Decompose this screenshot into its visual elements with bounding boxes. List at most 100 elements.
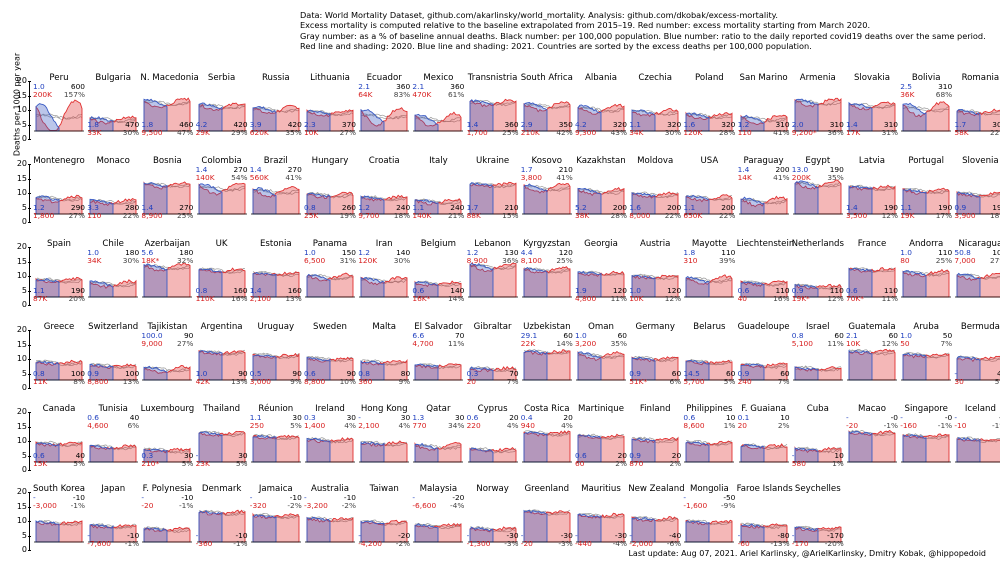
- country-panel: Estonia 1.4 160 2,100 13%: [249, 239, 303, 307]
- mortality-plot: [34, 519, 84, 543]
- mortality-plot: [250, 270, 301, 298]
- series-2021-area: [685, 276, 710, 298]
- excess-deaths-value: 4,600: [87, 421, 109, 430]
- excess-deaths-value: 23K: [195, 459, 210, 468]
- ratio-value: 0.3: [466, 369, 479, 378]
- mortality-plot: [305, 191, 355, 215]
- series-2021-area: [523, 266, 548, 298]
- series-2021-area: [523, 102, 548, 132]
- excess-deaths-value: 210K: [520, 128, 540, 137]
- per-100k-value: 310: [883, 120, 898, 129]
- per-100k-value: -10: [181, 493, 194, 502]
- excess-deaths-value: 19K: [900, 211, 915, 220]
- country-panel: New Zealand - -40 -2,000 -6%: [628, 484, 684, 552]
- ratio-value: 2.5: [900, 82, 912, 91]
- series-2020-area: [35, 99, 83, 132]
- country-panel: Montenegro 1.2 290 1,800 27%: [32, 156, 86, 224]
- mortality-plot: [630, 108, 681, 132]
- country-name: France: [857, 239, 887, 249]
- per-100k-value: -40: [669, 531, 682, 540]
- country-name: Croatia: [368, 156, 400, 166]
- country-name: Latvia: [858, 156, 886, 166]
- country-panel: Thailand - 30 23K 5%: [195, 404, 249, 472]
- percent-baseline-value: 41%: [285, 173, 302, 182]
- country-name: Paraguay: [743, 156, 784, 166]
- ratio-value: 1.2: [737, 120, 750, 129]
- series-2021-area: [414, 113, 439, 132]
- series-2021-area: [35, 520, 60, 543]
- mortality-plot: [34, 440, 84, 463]
- country-name: Kazakhstan: [576, 156, 626, 166]
- per-100k-value: -10: [72, 493, 85, 502]
- mortality-plot: [196, 430, 247, 463]
- excess-deaths-value: 9,200*: [791, 128, 817, 137]
- country-panel: Mexico 2.1 360 470K 61%: [411, 73, 465, 141]
- mortality-plot: [901, 101, 952, 132]
- percent-baseline-value: -2%: [287, 501, 302, 510]
- mortality-plot: [88, 279, 139, 298]
- percent-baseline-value: 41%: [556, 173, 573, 182]
- series-2020-area: [414, 111, 462, 132]
- series-2021-area: [956, 436, 981, 463]
- series-2021-area: [523, 431, 548, 463]
- country-panel: Cuba - 10 580 1%: [791, 404, 845, 472]
- ratio-value: 1.8: [683, 248, 696, 257]
- percent-baseline-value: 12%: [881, 211, 898, 220]
- country-name: Mayotte: [691, 239, 727, 249]
- country-name: Nicaragua: [958, 239, 1000, 249]
- ratio-value: 1.1: [33, 286, 45, 295]
- y-tick-label: 15: [16, 501, 32, 511]
- series-2021-area: [523, 183, 548, 215]
- ratio-value: -: [249, 493, 253, 502]
- series-2021-area: [360, 441, 385, 463]
- excess-deaths-value: 58K: [954, 128, 969, 137]
- mortality-plot: [359, 359, 410, 381]
- country-name: Armenia: [799, 73, 836, 83]
- per-100k-value: 280: [125, 203, 140, 212]
- ratio-value: 0.8: [791, 331, 804, 340]
- series-2021-area: [252, 106, 277, 132]
- mortality-plot: [467, 262, 518, 298]
- mortality-plot: [955, 272, 1000, 298]
- percent-baseline-value: 9%: [290, 377, 302, 386]
- excess-deaths-value: 34K: [87, 256, 102, 265]
- per-100k-value: -30: [560, 531, 573, 540]
- mortality-plot: [359, 107, 410, 132]
- per-100k-value: 320: [721, 120, 736, 129]
- country-panel: Belgium 0.6 140 16K* 14%: [411, 239, 465, 307]
- ratio-value: -: [791, 451, 795, 460]
- mortality-plot: [521, 349, 572, 381]
- percent-baseline-value: -9%: [720, 501, 736, 510]
- ratio-value: 1.4: [195, 165, 208, 174]
- baseline-line: [144, 100, 191, 107]
- mortality-plot: [955, 190, 1000, 215]
- excess-deaths-value: 240: [737, 377, 752, 386]
- per-100k-value: -50: [723, 493, 736, 502]
- ratio-value: 0.6: [87, 413, 99, 422]
- mortality-plot: [576, 512, 626, 543]
- series-2021-area: [198, 183, 223, 215]
- description-line: Excess mortality is computed relative to…: [300, 20, 871, 31]
- per-100k-value: -10: [343, 493, 356, 502]
- country-name: Martinique: [578, 404, 624, 414]
- excess-deaths-value: 3,500: [846, 211, 868, 220]
- excess-deaths-value: 15K: [33, 459, 48, 468]
- per-100k-value: 100: [992, 248, 1000, 257]
- mortality-plot: [847, 429, 897, 463]
- excess-deaths-value: 3,000: [249, 377, 271, 386]
- percent-baseline-value: 11%: [447, 339, 465, 348]
- baseline-line: [35, 277, 83, 284]
- series-2021-area: [252, 514, 277, 543]
- percent-baseline-value: 25%: [935, 256, 953, 265]
- percent-baseline-value: -3%: [558, 539, 573, 548]
- series-2021-area: [685, 520, 710, 543]
- excess-deaths-value: 16K*: [412, 294, 431, 303]
- mortality-plot: [467, 98, 518, 132]
- series-2021-area: [35, 103, 60, 132]
- per-100k-value: 60: [834, 331, 844, 340]
- mortality-plot: [684, 194, 735, 215]
- country-name: Luxembourg: [140, 404, 195, 414]
- mortality-plot: [738, 195, 789, 215]
- ratio-value: 0.8: [304, 203, 316, 212]
